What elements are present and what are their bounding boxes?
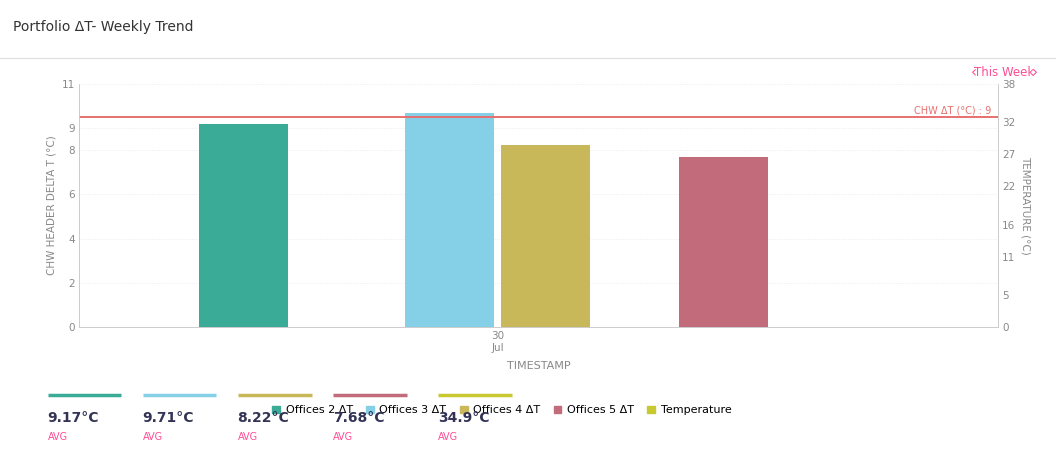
Text: ‹: ‹ xyxy=(970,65,977,80)
Text: AVG: AVG xyxy=(48,432,68,442)
Text: Portfolio ΔT- Weekly Trend: Portfolio ΔT- Weekly Trend xyxy=(13,21,193,34)
Bar xyxy=(404,113,494,327)
Text: 8.22°C: 8.22°C xyxy=(238,411,289,425)
Y-axis label: CHW HEADER DELTA T (°C): CHW HEADER DELTA T (°C) xyxy=(46,135,56,276)
Legend: Offices 2 ΔT, Offices 3 ΔT, Offices 4 ΔT, Offices 5 ΔT, Temperature: Offices 2 ΔT, Offices 3 ΔT, Offices 4 ΔT… xyxy=(272,405,732,415)
Y-axis label: TEMPERATURE (°C): TEMPERATURE (°C) xyxy=(1021,156,1031,255)
Bar xyxy=(679,157,768,327)
Text: 34.9°C: 34.9°C xyxy=(438,411,490,425)
Bar xyxy=(200,125,288,327)
Text: CHW ΔT (°C) : 9: CHW ΔT (°C) : 9 xyxy=(913,106,992,115)
Bar xyxy=(501,145,590,327)
Text: 9.17°C: 9.17°C xyxy=(48,411,99,425)
Text: This Week: This Week xyxy=(974,66,1035,79)
Text: AVG: AVG xyxy=(438,432,458,442)
Text: ›: › xyxy=(1032,65,1038,80)
Text: AVG: AVG xyxy=(333,432,353,442)
Text: 7.68°C: 7.68°C xyxy=(333,411,384,425)
X-axis label: TIMESTAMP: TIMESTAMP xyxy=(507,361,570,371)
Text: AVG: AVG xyxy=(238,432,258,442)
Text: AVG: AVG xyxy=(143,432,163,442)
Text: 9.71°C: 9.71°C xyxy=(143,411,194,425)
